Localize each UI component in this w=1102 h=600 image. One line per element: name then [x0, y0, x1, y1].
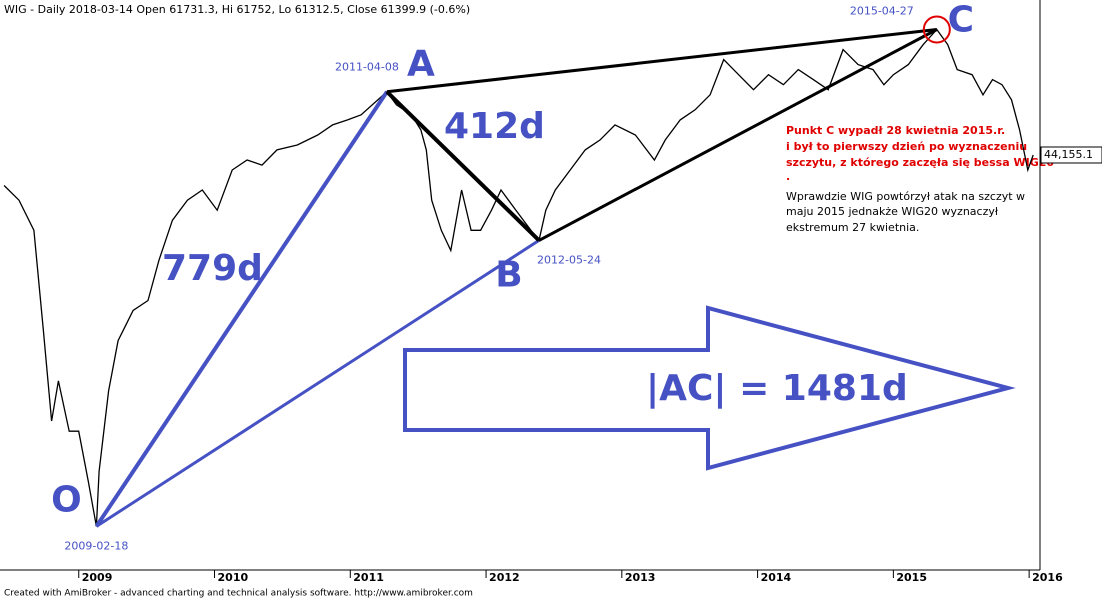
- note-line: szczytu, z którego zaczęła się bessa WIG…: [786, 156, 1054, 169]
- x-tick-label: 2010: [218, 571, 249, 584]
- note-line: .: [786, 170, 790, 183]
- last-value-box: [1040, 146, 1102, 164]
- pivot-line: [95, 239, 540, 528]
- x-tick-label: 2013: [625, 571, 656, 584]
- span-label: 779d: [162, 248, 263, 289]
- pivot-line: [385, 90, 541, 242]
- x-tick-label: 2014: [761, 571, 792, 584]
- pivot-label: B: [495, 254, 522, 295]
- x-tick-label: 2009: [82, 571, 113, 584]
- x-tick-label: 2015: [896, 571, 927, 584]
- note-line: i był to pierwszy dzień po wyznaczeniu: [786, 140, 1027, 153]
- chart-title: WIG - Daily 2018-03-14 Open 61731.3, Hi …: [4, 3, 470, 16]
- x-tick-label: 2011: [353, 571, 384, 584]
- pivot-date: 2012-05-24: [537, 253, 601, 266]
- pivot-line: [538, 28, 938, 242]
- note-line: ekstremum 27 kwietnia.: [786, 221, 919, 234]
- highlight-circle: [922, 15, 951, 44]
- pivot-label: O: [51, 479, 82, 520]
- pivot-date: 2015-04-27: [850, 5, 914, 18]
- pivot-label: A: [407, 44, 435, 85]
- arrow: [403, 305, 1016, 471]
- pivot-line: [94, 90, 389, 528]
- price-line: [3, 28, 1034, 527]
- note-line: maju 2015 jednakże WIG20 wyznaczył: [786, 205, 999, 218]
- x-tick-label: 2012: [489, 571, 520, 584]
- pivot-date: 2011-04-08: [335, 61, 399, 74]
- footer: Created with AmiBroker - advanced charti…: [4, 589, 473, 599]
- note-line: Punkt C wypadł 28 kwietnia 2015.r.: [786, 124, 1005, 137]
- note-line: Wprawdzie WIG powtórzył atak na szczyt w: [786, 190, 1025, 203]
- pivot-label: C: [948, 0, 974, 41]
- x-tick-label: 2016: [1032, 571, 1063, 584]
- span-label: 412d: [444, 106, 545, 147]
- pivot-date: 2009-02-18: [64, 539, 128, 552]
- note-red: Punkt C wypadł 28 kwietnia 2015.r. i był…: [786, 124, 1054, 183]
- last-value-label: 44,155.1: [1044, 148, 1093, 161]
- span-label: |AC| = 1481d: [646, 368, 908, 409]
- pivot-line: [386, 28, 937, 94]
